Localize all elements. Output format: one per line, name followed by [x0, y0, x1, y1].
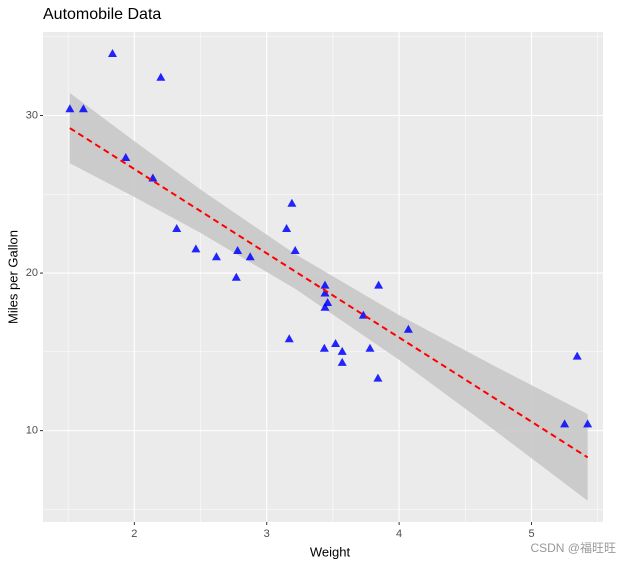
point	[287, 198, 297, 207]
point	[156, 72, 166, 81]
point	[108, 49, 118, 58]
point	[374, 280, 384, 289]
point	[331, 338, 341, 347]
y-tick-label: 10	[26, 425, 38, 437]
point	[78, 104, 88, 113]
y-tick-label: 20	[26, 267, 38, 279]
x-tick-label: 3	[264, 528, 270, 540]
fit-line	[69, 127, 589, 459]
point	[320, 288, 330, 297]
x-tick-label: 2	[131, 528, 137, 540]
confidence-band	[69, 92, 588, 501]
x-tick-label: 4	[396, 528, 402, 540]
point	[284, 334, 294, 343]
point	[233, 246, 243, 255]
point	[231, 272, 241, 281]
point	[282, 223, 292, 232]
point	[320, 280, 330, 289]
point	[337, 346, 347, 355]
point	[172, 223, 182, 232]
point	[572, 351, 582, 360]
point	[320, 302, 330, 311]
point	[121, 153, 131, 162]
y-tick-label: 30	[26, 109, 38, 121]
point	[583, 419, 593, 428]
point	[365, 343, 375, 352]
point	[337, 357, 347, 366]
x-axis-label: Weight	[310, 544, 351, 559]
point	[319, 343, 329, 352]
point	[403, 324, 413, 333]
point	[191, 244, 201, 253]
point	[65, 104, 75, 113]
point	[211, 252, 221, 261]
y-axis-label: Miles per Gallon	[5, 230, 20, 324]
point	[560, 419, 570, 428]
point	[290, 246, 300, 255]
point	[373, 373, 383, 382]
chart-title: Automobile Data	[43, 6, 161, 23]
point	[245, 252, 255, 261]
x-tick-label: 5	[528, 528, 534, 540]
watermark: CSDN @福旺旺	[530, 540, 616, 555]
